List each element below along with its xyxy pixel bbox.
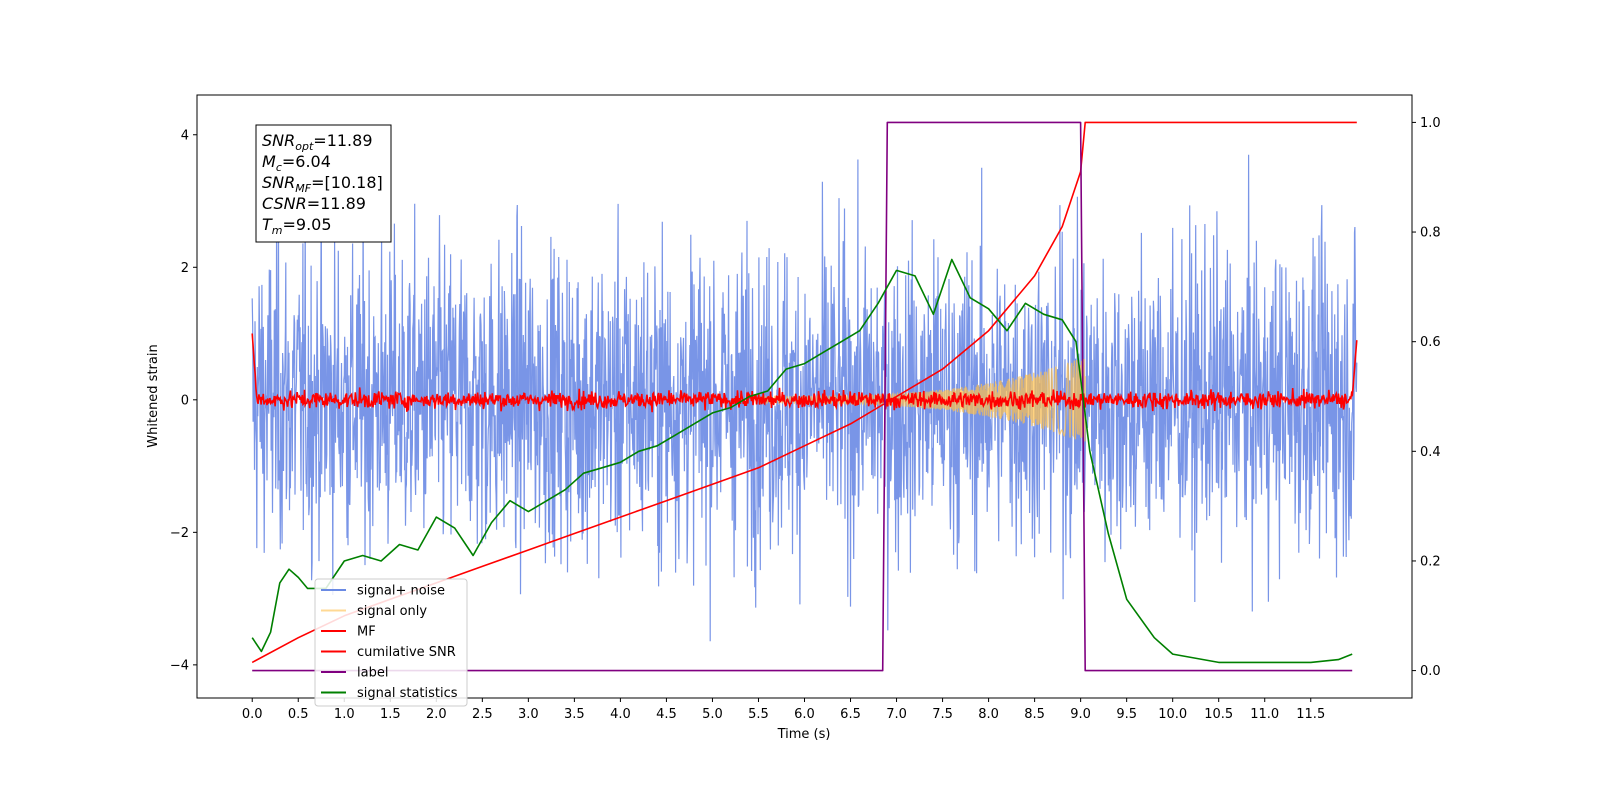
annotation-frame [255, 124, 392, 243]
annotation-box: SNRopt=11.89Mc=6.04SNRMF=[10.18]CSNR=11.… [255, 124, 392, 243]
x-tick-label: 6.0 [794, 707, 815, 722]
y-tick-label: −4 [170, 658, 189, 673]
annotation-line: Mc=6.04 [262, 152, 331, 174]
legend-label: signal statistics [357, 686, 458, 701]
y-axis-left: −4 −2 0 2 4 [170, 128, 197, 673]
y-tick-label: 2 [181, 261, 189, 276]
y2-tick-label: 0.4 [1420, 445, 1441, 460]
annotation-line: CSNR=11.89 [262, 194, 366, 213]
x-tick-label: 0.0 [242, 707, 263, 722]
x-tick-label: 9.5 [1116, 707, 1137, 722]
x-tick-label: 4.0 [610, 707, 631, 722]
annotation-line: SNRopt=11.89 [262, 131, 373, 153]
x-axis: 0.0 0.5 1.0 1.5 2.0 2.5 3.0 3.5 4.0 4.5 5.0 5.5 6.0 6… [242, 698, 1325, 722]
y2-tick-label: 1.0 [1420, 116, 1441, 131]
y-tick-label: −2 [170, 526, 189, 541]
series-signal-noise-line [251, 154, 1358, 642]
x-tick-label: 5.5 [748, 707, 769, 722]
x-tick-label: 3.5 [564, 707, 585, 722]
series-label-line [252, 121, 1353, 672]
x-tick-label: 11.0 [1250, 707, 1279, 722]
x-tick-label: 1.0 [334, 707, 355, 722]
annotation-line: SNRMF=[10.18] [262, 173, 383, 195]
y2-tick-label: 0.6 [1420, 335, 1441, 350]
x-tick-label: 7.5 [932, 707, 953, 722]
legend: signal+ noise signal only MF cumilative SNR… [314, 578, 468, 707]
legend-label: signal only [357, 604, 427, 619]
x-tick-label: 8.5 [1024, 707, 1045, 722]
x-tick-label: 10.0 [1158, 707, 1187, 722]
y-axis-right: 0.0 0.2 0.4 0.6 0.8 1.0 [1412, 116, 1441, 679]
y2-tick-label: 0.8 [1420, 226, 1441, 241]
x-tick-label: 5.0 [702, 707, 723, 722]
x-tick-label: 11.5 [1296, 707, 1325, 722]
series-signal-statistics-line [251, 258, 1353, 664]
x-tick-label: 8.0 [978, 707, 999, 722]
y2-tick-label: 0.0 [1420, 664, 1441, 679]
y-tick-label: 0 [181, 393, 189, 408]
x-tick-label: 1.5 [380, 707, 401, 722]
y-tick-label: 4 [181, 128, 189, 143]
legend-label: label [357, 666, 388, 681]
y2-tick-label: 0.2 [1420, 554, 1441, 569]
legend-label: signal+ noise [357, 584, 445, 599]
x-tick-label: 10.5 [1204, 707, 1233, 722]
x-axis-label: Time (s) [777, 727, 831, 742]
legend-label: cumilative SNR [357, 645, 456, 660]
x-tick-label: 9.0 [1070, 707, 1091, 722]
x-tick-label: 2.0 [426, 707, 447, 722]
x-tick-label: 7.0 [886, 707, 907, 722]
x-tick-label: 2.5 [472, 707, 493, 722]
x-tick-label: 6.5 [840, 707, 861, 722]
legend-label: MF [357, 625, 376, 640]
series-mf-line [251, 333, 1358, 413]
x-tick-label: 3.0 [518, 707, 539, 722]
annotation-line: Tm=9.05 [262, 215, 332, 237]
x-tick-label: 4.5 [656, 707, 677, 722]
legend-frame [314, 578, 468, 707]
y-axis-label: Whitened strain [146, 344, 161, 447]
x-tick-label: 0.5 [288, 707, 309, 722]
